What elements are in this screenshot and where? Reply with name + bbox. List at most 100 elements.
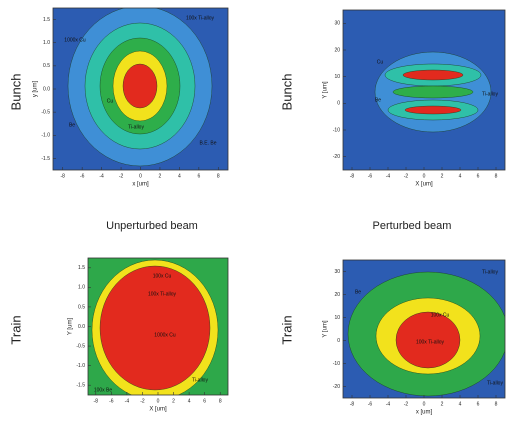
row-label: Train xyxy=(279,315,294,344)
y-tick-label: 1.0 xyxy=(43,40,50,46)
x-tick-label: 8 xyxy=(219,398,222,404)
y-axis-label: Y [um] xyxy=(323,320,329,338)
x-tick-label: 4 xyxy=(459,173,462,179)
y-axis-label: Y [um] xyxy=(323,81,329,99)
x-axis-label: x [um] xyxy=(132,182,149,188)
y-tick-label: 10 xyxy=(334,315,340,321)
x-tick-label: 6 xyxy=(197,173,200,179)
y-tick-label: 0 xyxy=(337,338,340,344)
x-tick-label: 6 xyxy=(477,173,480,179)
caption: Unperturbed beam xyxy=(106,220,198,232)
y-tick-label: -20 xyxy=(333,154,340,160)
x-tick-label: -4 xyxy=(99,173,104,179)
x-tick-label: -4 xyxy=(125,398,130,404)
row-label: Bunch xyxy=(8,74,23,111)
x-tick-label: -6 xyxy=(109,398,114,404)
contour-region xyxy=(404,105,462,115)
x-tick-label: -8 xyxy=(350,173,355,179)
x-tick-label: 2 xyxy=(159,173,162,179)
x-tick-label: 0 xyxy=(423,401,426,407)
x-axis-label: X [um] xyxy=(415,182,433,188)
x-tick-label: -2 xyxy=(140,398,145,404)
y-tick-label: 1.0 xyxy=(78,285,85,291)
region-annotation: 100x Ti-alloy xyxy=(416,339,445,345)
contour-region xyxy=(99,265,211,391)
y-tick-label: -20 xyxy=(333,384,340,390)
region-annotation: 1000x Cu xyxy=(154,332,176,338)
x-tick-label: -4 xyxy=(386,173,391,179)
region-annotation: Ti-alloy xyxy=(482,91,498,97)
x-tick-label: 6 xyxy=(203,398,206,404)
x-tick-label: 2 xyxy=(441,401,444,407)
region-annotation: 100x Ti-alloy xyxy=(148,291,177,297)
region-annotation: Ti-alloy xyxy=(482,269,498,275)
contour-region xyxy=(122,63,158,109)
y-tick-label: -1.0 xyxy=(76,363,85,369)
region-annotation: Cu xyxy=(107,98,114,104)
caption: Perturbed beam xyxy=(373,220,452,232)
x-tick-label: -2 xyxy=(119,173,124,179)
x-tick-label: -6 xyxy=(368,173,373,179)
x-tick-label: 8 xyxy=(217,173,220,179)
x-tick-label: 8 xyxy=(495,173,498,179)
x-tick-label: -8 xyxy=(94,398,99,404)
x-tick-label: 6 xyxy=(477,401,480,407)
contour-plot xyxy=(343,260,505,398)
x-axis-label: X [um] xyxy=(149,407,167,413)
contour-region xyxy=(392,85,474,99)
y-tick-label: 0.0 xyxy=(43,86,50,92)
x-tick-label: -6 xyxy=(368,401,373,407)
x-tick-label: -8 xyxy=(60,173,65,179)
x-tick-label: -4 xyxy=(386,401,391,407)
region-annotation: Ti-alloy xyxy=(128,124,144,130)
contour-region xyxy=(402,69,464,81)
y-tick-label: 0.5 xyxy=(43,63,50,69)
region-annotation: Ti-alloy xyxy=(487,380,503,386)
contour-region xyxy=(395,311,461,369)
x-tick-label: 2 xyxy=(172,398,175,404)
region-annotation: Cu xyxy=(377,59,384,65)
region-annotation: 100x Be xyxy=(94,387,113,393)
x-tick-label: 4 xyxy=(188,398,191,404)
y-tick-label: 30 xyxy=(334,269,340,275)
x-tick-label: -2 xyxy=(404,401,409,407)
x-tick-label: -6 xyxy=(80,173,85,179)
region-annotation: 100x Ti-alloy xyxy=(186,15,215,21)
x-tick-label: 2 xyxy=(441,173,444,179)
y-tick-label: -1.0 xyxy=(41,133,50,139)
region-annotation: Be xyxy=(355,289,361,295)
x-tick-label: 0 xyxy=(157,398,160,404)
x-tick-label: 8 xyxy=(495,401,498,407)
x-tick-label: 4 xyxy=(459,401,462,407)
y-tick-label: -10 xyxy=(333,361,340,367)
x-axis-label: x [um] xyxy=(416,410,433,416)
region-annotation: B.E. Be xyxy=(200,140,217,146)
region-annotation: 1000x Cu xyxy=(64,37,86,43)
x-tick-label: 4 xyxy=(178,173,181,179)
y-tick-label: 10 xyxy=(334,74,340,80)
y-tick-label: 0.0 xyxy=(78,324,85,330)
x-tick-label: 0 xyxy=(139,173,142,179)
row-label: Train xyxy=(8,315,23,344)
y-tick-label: 0.5 xyxy=(78,304,85,310)
contour-plot xyxy=(88,258,228,395)
x-tick-label: -2 xyxy=(404,173,409,179)
contour-plot xyxy=(343,10,505,170)
y-tick-label: -0.5 xyxy=(76,343,85,349)
y-axis-label: Y [um] xyxy=(68,318,74,336)
y-tick-label: -1.5 xyxy=(41,156,50,162)
y-tick-label: 30 xyxy=(334,21,340,27)
region-annotation: Ti-alloy xyxy=(192,377,208,383)
region-annotation: Be xyxy=(69,122,75,128)
y-tick-label: 20 xyxy=(334,47,340,53)
row-label: Bunch xyxy=(279,74,294,111)
y-axis-label: y [um] xyxy=(33,81,39,98)
contour-plot xyxy=(53,8,228,170)
y-tick-label: -1.5 xyxy=(76,383,85,389)
region-annotation: 100x Cu xyxy=(153,273,172,279)
y-tick-label: -10 xyxy=(333,127,340,133)
y-tick-label: -0.5 xyxy=(41,109,50,115)
y-tick-label: 20 xyxy=(334,292,340,298)
region-annotation: 100x Cu xyxy=(431,312,450,318)
